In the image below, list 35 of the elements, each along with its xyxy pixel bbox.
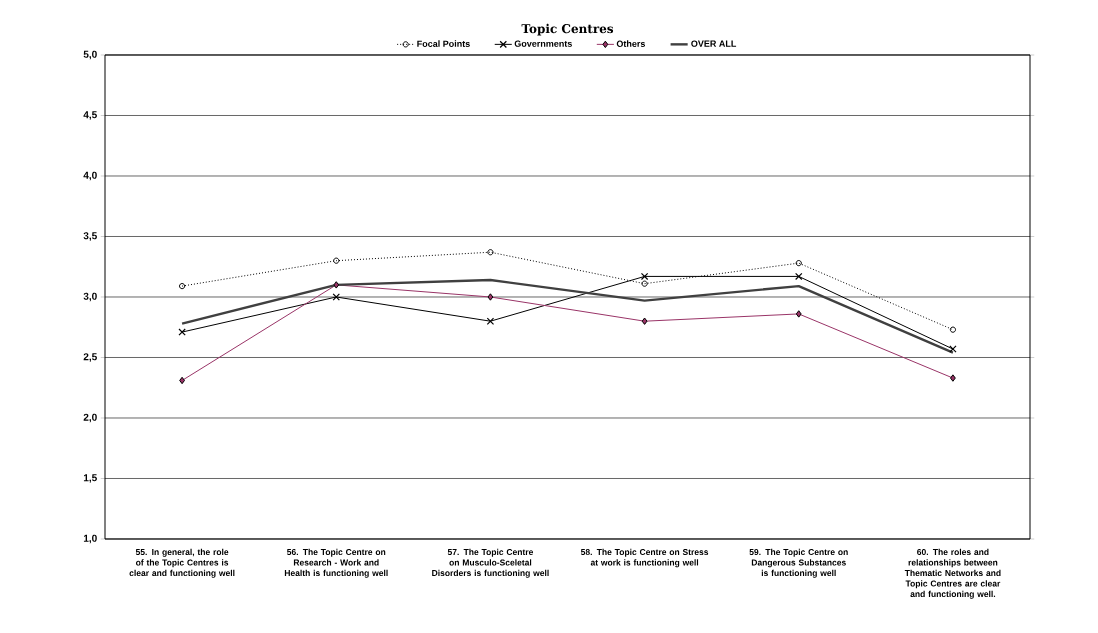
point [178, 283, 186, 290]
x-tick-label: 56. The Topic Centre on Research - Work and Health is functioning well [284, 548, 388, 578]
y-tick-label: 2,0 [83, 413, 97, 423]
chart-title: Topic Centres [521, 23, 614, 36]
x-tick-label: 60. The roles and relationships between Thematic Networks and Topic Centres are clear and functioning well. [904, 548, 1001, 599]
point [950, 374, 956, 382]
legend-label: OVER ALL [691, 40, 737, 47]
y-tick-label: 1,5 [83, 474, 97, 483]
point [486, 317, 495, 325]
point [332, 293, 340, 301]
point [949, 326, 957, 333]
y-tick-label: 1,0 [83, 534, 97, 544]
x-tick-label: 59. The Topic Centre on Dangerous Substances is functioning well [749, 548, 848, 578]
point [333, 281, 340, 289]
point [487, 293, 494, 301]
x-tick-label: 55. In general, the role of the Topic Centres is clear and functioning well [129, 548, 235, 578]
y-tick-label: 4,0 [83, 171, 97, 181]
point [640, 272, 649, 281]
point [795, 310, 802, 318]
point [795, 260, 802, 267]
y-tick-label: 4,5 [83, 111, 97, 120]
point [795, 272, 803, 281]
legend-label: Others [616, 40, 646, 47]
x-tick-label: 57. The Topic Centre on Musculo-Sceletal Disorders is functioning well [432, 548, 549, 578]
point [487, 249, 494, 256]
y-tick-label: 3,0 [83, 292, 97, 302]
x-tick-label: 58. The Topic Centre on Stress at work is functioning well [580, 548, 709, 568]
point [641, 317, 648, 325]
y-tick-label: 3,5 [83, 232, 97, 241]
legend-label: Focal Points [417, 40, 470, 47]
legend-label: Governments [514, 40, 572, 47]
point [333, 257, 340, 264]
y-tick-label: 5,0 [83, 50, 97, 60]
y-tick-label: 2,5 [83, 353, 97, 362]
point [641, 280, 648, 287]
